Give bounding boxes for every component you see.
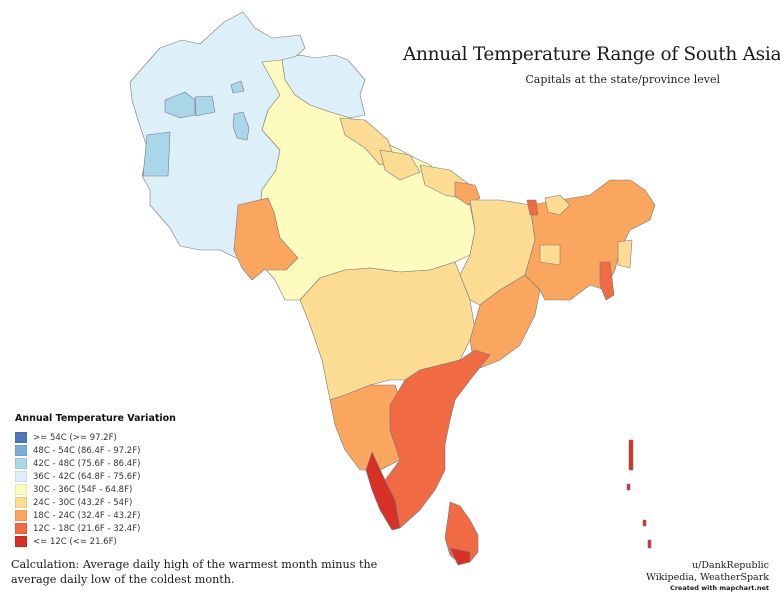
legend-label: 36C - 42C (64.8F - 75.6F) — [33, 471, 141, 482]
legend-item: 12C - 18C (21.6F - 32.4F) — [15, 522, 176, 535]
legend-item: 42C - 48C (75.6F - 86.4F) — [15, 457, 176, 470]
legend-swatch — [15, 458, 27, 469]
region-nicobar-islands — [626, 483, 652, 549]
legend-item: 18C - 24C (32.4F - 43.2F) — [15, 509, 176, 522]
region-assam-tan — [544, 194, 571, 216]
region-kerala — [365, 451, 401, 531]
region-sikkim — [526, 199, 539, 216]
calculation-note: Calculation: Average daily high of the w… — [11, 557, 411, 587]
map-title: Annual Temperature Range of South Asia — [403, 44, 780, 65]
calculation-line-2: average daily low of the coldest month. — [11, 573, 235, 586]
credit-author: u/DankRepublic — [692, 560, 769, 571]
region-bengal-northeast — [524, 179, 656, 301]
legend-title: Annual Temperature Variation — [15, 413, 176, 424]
region-sindh — [233, 197, 299, 281]
legend-label: 12C - 18C (21.6F - 32.4F) — [33, 523, 141, 534]
legend-swatch — [15, 471, 27, 482]
legend-label: 48C - 54C (86.4F - 97.2F) — [33, 445, 141, 456]
legend-swatch — [15, 510, 27, 521]
region-pakistan-kp-blue — [232, 111, 250, 141]
legend-item: 48C - 54C (86.4F - 97.2F) — [15, 444, 176, 457]
legend-item: >= 54C (>= 97.2F) — [15, 431, 176, 444]
region-mizoram — [599, 261, 615, 301]
region-afghanistan-central-3 — [230, 80, 245, 94]
legend-swatch — [15, 484, 27, 495]
region-karnataka — [329, 384, 401, 471]
calculation-line-1: Calculation: Average daily high of the w… — [11, 558, 378, 571]
legend-item: 36C - 42C (64.8F - 75.6F) — [15, 470, 176, 483]
legend-swatch — [15, 536, 27, 547]
legend-swatch — [15, 445, 27, 456]
map-subtitle: Capitals at the state/province level — [525, 73, 720, 86]
credit-tool: Created with mapchart.net — [669, 584, 769, 592]
region-afghanistan-central-2 — [194, 95, 216, 117]
legend-label: 18C - 24C (32.4F - 43.2F) — [33, 510, 141, 521]
legend-items: >= 54C (>= 97.2F) 48C - 54C (86.4F - 97.2… — [15, 431, 176, 548]
region-afghanistan-southwest — [142, 131, 171, 177]
legend-swatch — [15, 497, 27, 508]
region-tripura-tan — [617, 239, 633, 269]
credits: u/DankRepublic Wikipedia, WeatherSpark C… — [646, 560, 769, 593]
region-meghalaya-tan — [539, 244, 561, 266]
legend-label: <= 12C (<= 21.6F) — [33, 536, 117, 547]
legend-label: 24C - 30C (43.2F - 54F) — [33, 497, 133, 508]
region-andaman-islands — [628, 439, 634, 471]
legend-label: 42C - 48C (75.6F - 86.4F) — [33, 458, 141, 469]
legend-label: 30C - 36C (54F - 64.8F) — [33, 484, 133, 495]
legend-swatch — [15, 432, 27, 443]
legend-item: <= 12C (<= 21.6F) — [15, 535, 176, 548]
region-sri-lanka-south — [449, 547, 471, 566]
legend-item: 24C - 30C (43.2F - 54F) — [15, 496, 176, 509]
legend: Annual Temperature Variation >= 54C (>= … — [15, 413, 176, 548]
region-nepal-west — [379, 149, 421, 181]
region-afghanistan-central-1 — [164, 91, 196, 119]
credit-sources: Wikipedia, WeatherSpark — [646, 572, 769, 583]
legend-item: 30C - 36C (54F - 64.8F) — [15, 483, 176, 496]
legend-swatch — [15, 523, 27, 534]
legend-label: >= 54C (>= 97.2F) — [33, 432, 117, 443]
